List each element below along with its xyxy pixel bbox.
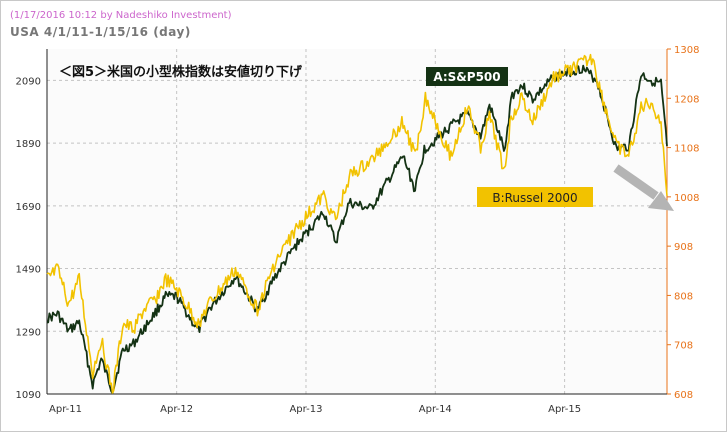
plot-area: [47, 49, 667, 394]
sp500-line: [46, 64, 668, 394]
series-b-label: B:Russel 2000: [492, 191, 577, 205]
credit-text: (1/17/2016 10:12 by Nadeshiko Investment…: [10, 10, 232, 21]
y-left-tick-label: 1490: [16, 265, 41, 276]
y-right-tick-label: 1208: [674, 94, 699, 105]
y-left-tick-label: 1890: [16, 139, 41, 150]
series-layer: [46, 53, 668, 394]
arrow-down-right-icon: [613, 164, 674, 211]
series-a-label-box: [426, 67, 508, 86]
y-right-tick-label: 1108: [674, 144, 699, 155]
x-tick-label: Apr-13: [289, 404, 322, 415]
x-tick-label: Apr-14: [419, 404, 452, 415]
axes: 1090 1290 1490 1690 1890 2090 608 708 808 908 1008…: [16, 45, 700, 415]
chart-period-title: USA 4/1/11-1/15/16 (day): [10, 25, 191, 39]
series-b-label-box: [477, 187, 593, 207]
y-right-tick-label: 1308: [674, 45, 699, 56]
x-tick-label: Apr-15: [548, 404, 581, 415]
series-a-label: A:S&P500: [433, 70, 500, 84]
y-right-tick-label: 708: [674, 341, 693, 352]
y-left-tick-label: 1090: [16, 390, 41, 401]
y-left-tick-label: 1690: [16, 202, 41, 213]
y-right-tick-label: 1008: [674, 193, 699, 204]
russell-2000-line: [46, 53, 668, 394]
y-left-tick-label: 2090: [16, 76, 41, 87]
y-right-tick-label: 808: [674, 291, 693, 302]
annotations: ＜図5＞米国の小型株指数は安値切り下げ A:S&P500 B:Russel 2000: [59, 64, 674, 211]
x-tick-label: Apr-11: [49, 404, 82, 415]
y-left-tick-label: 1290: [16, 327, 41, 338]
y-right-tick-label: 908: [674, 242, 693, 253]
y-right-tick-label: 608: [674, 390, 693, 401]
chart-title: ＜図5＞米国の小型株指数は安値切り下げ: [59, 64, 303, 80]
x-tick-label: Apr-12: [160, 404, 193, 415]
